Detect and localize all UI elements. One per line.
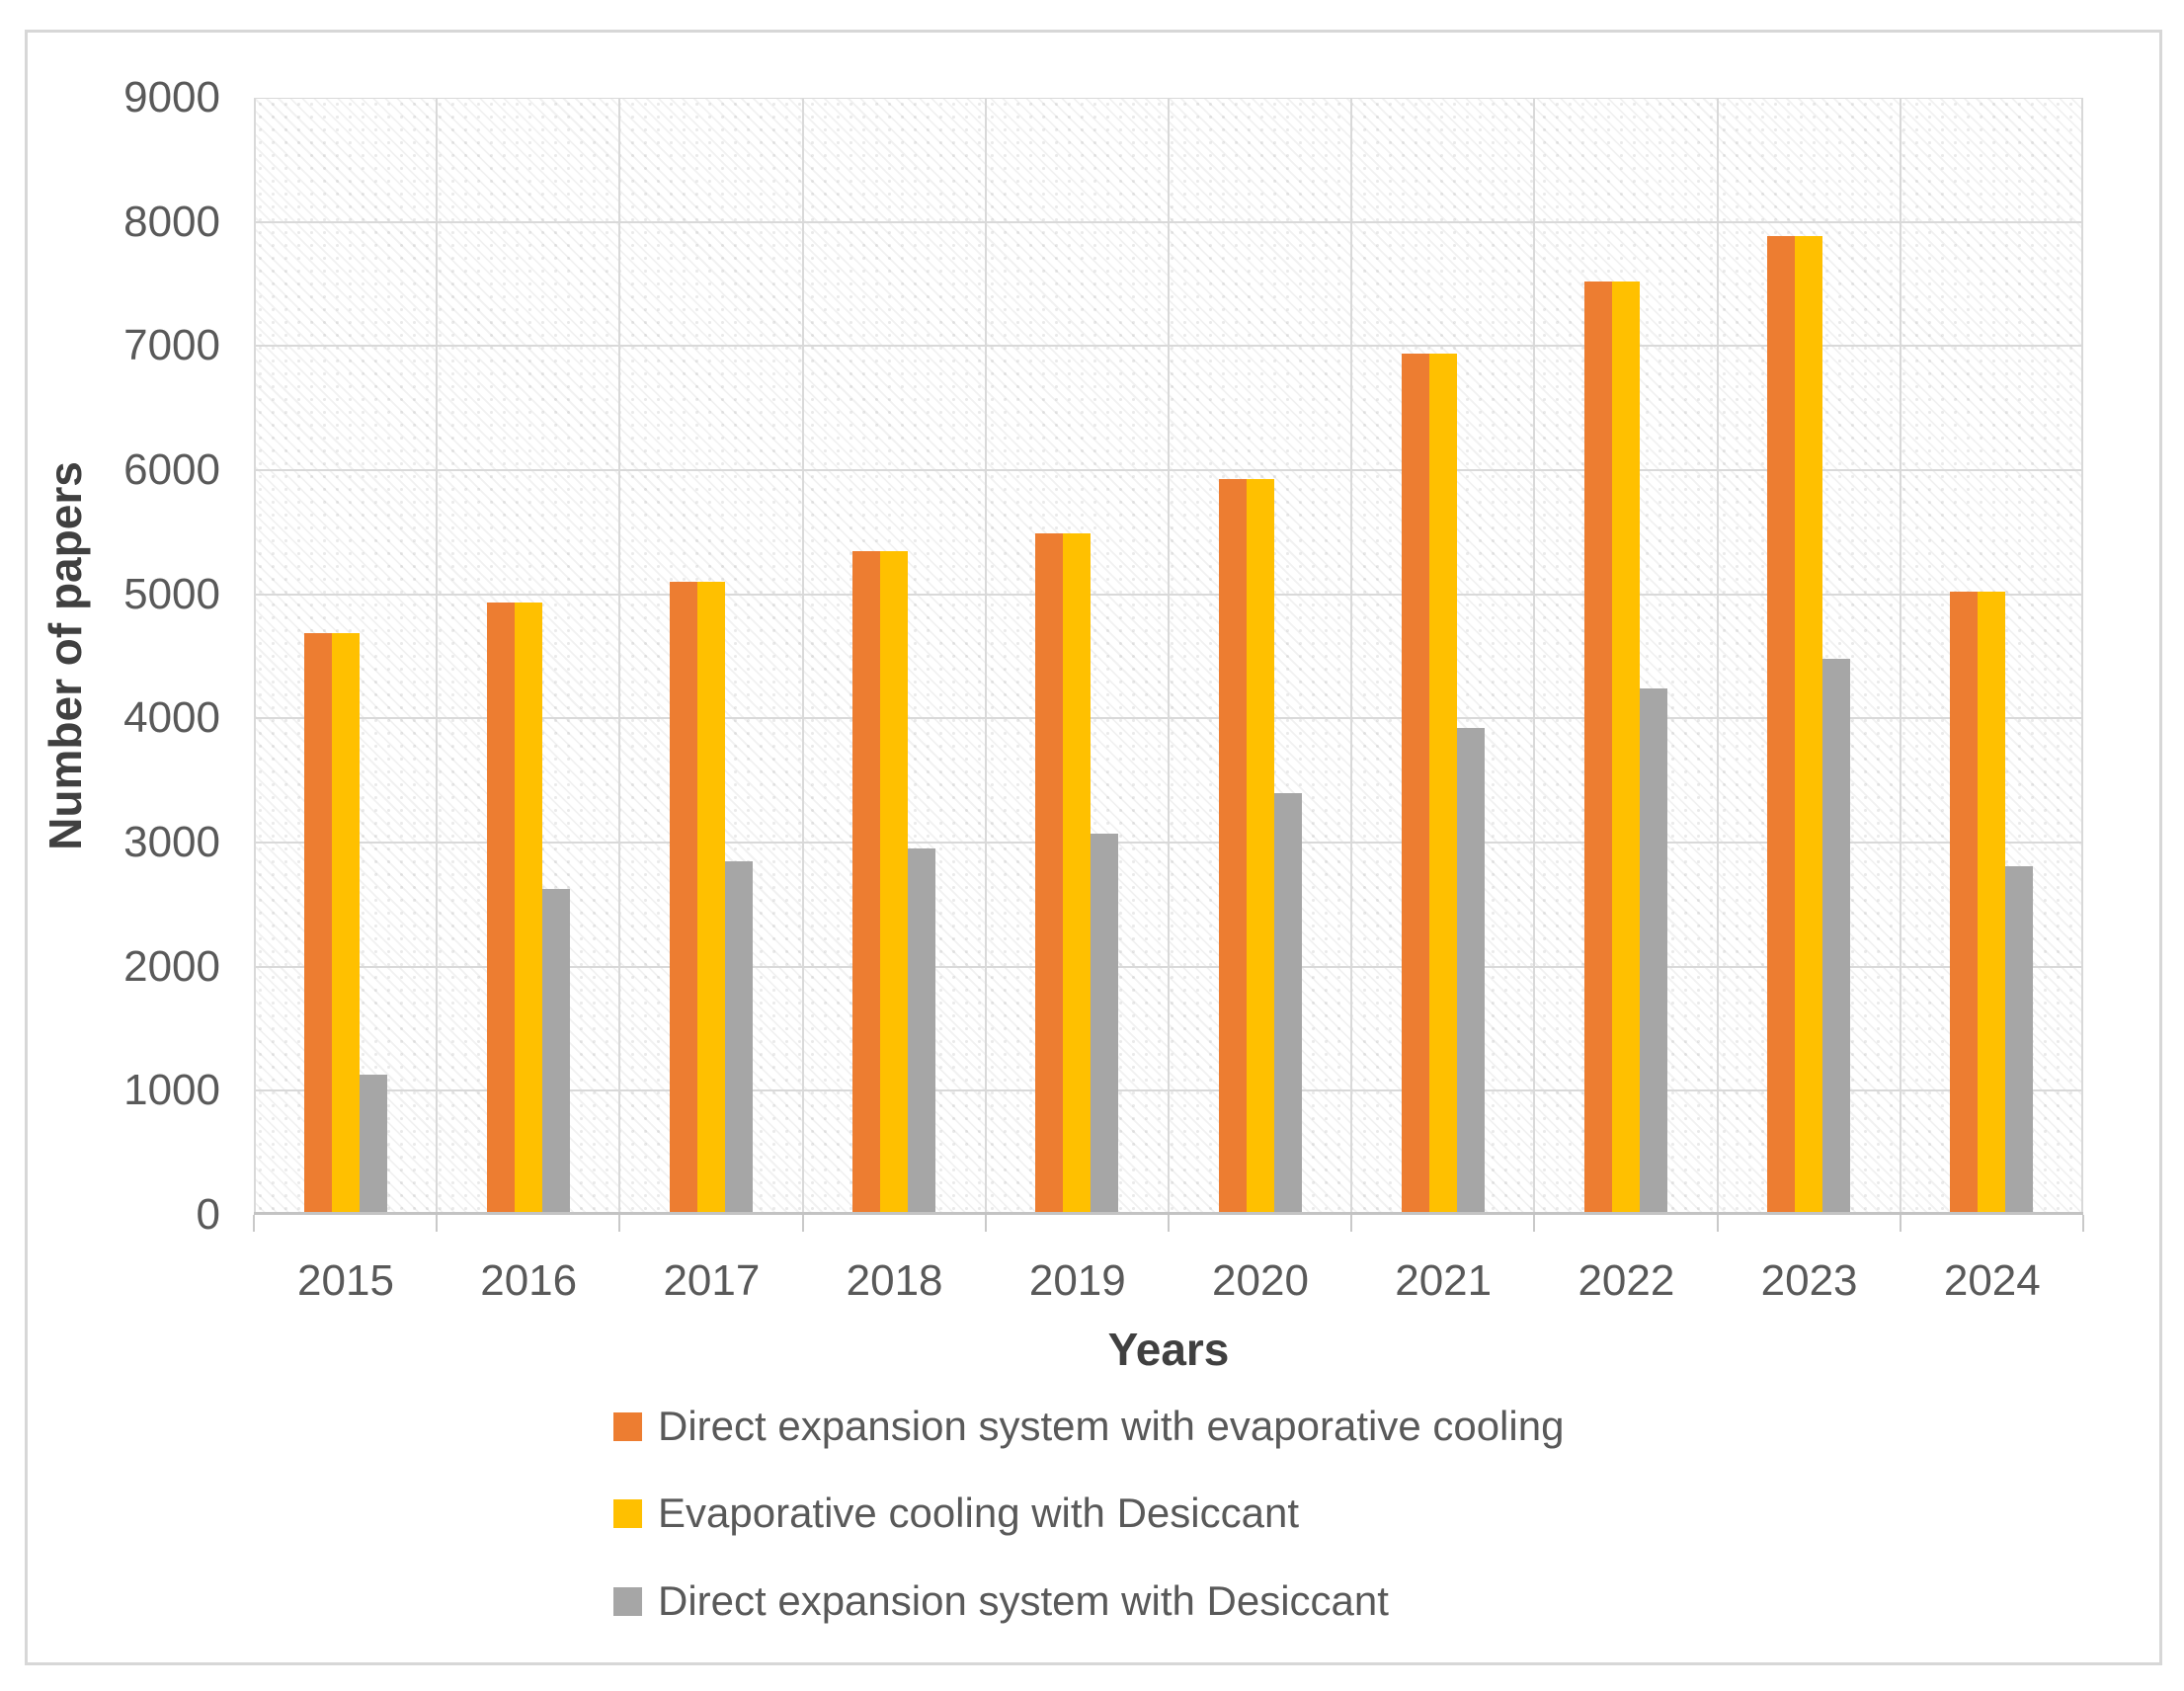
x-axis-title: Years <box>1107 1324 1230 1375</box>
x-gridline-0 <box>254 98 256 1215</box>
bar-2015-evaporative-cooling-with-desiccant <box>331 632 360 1215</box>
x-gridline-2 <box>618 98 620 1215</box>
bar-2017-evaporative-cooling-with-desiccant <box>697 582 725 1215</box>
x-axis-tick <box>1717 1215 1719 1232</box>
x-gridline-4 <box>985 98 987 1215</box>
bar-2020-evaporative-cooling-with-desiccant <box>1246 478 1274 1215</box>
y-tick-label-0: 0 <box>196 1190 220 1239</box>
bar-2018-direct-expansion-system-with-evaporative-cooling <box>852 550 881 1215</box>
bar-2024-evaporative-cooling-with-desiccant <box>1978 592 2006 1215</box>
legend-swatch-evaporative-cooling-with-desiccant <box>613 1498 642 1528</box>
legend-item-direct-expansion-system-with-desiccant: Direct expansion system with Desiccant <box>613 1572 1389 1630</box>
x-axis-tick <box>1900 1215 1901 1232</box>
bar-2020-direct-expansion-system-with-evaporative-cooling <box>1218 478 1247 1215</box>
x-tick-label-2021: 2021 <box>1395 1256 1493 1305</box>
x-gridline-6 <box>1350 98 1352 1215</box>
x-tick-label-2018: 2018 <box>846 1256 943 1305</box>
x-axis-tick <box>802 1215 804 1232</box>
bar-2015-direct-expansion-system-with-evaporative-cooling <box>303 632 332 1215</box>
x-axis-line <box>254 1212 2083 1215</box>
x-axis-tick <box>436 1215 438 1232</box>
legend-item-evaporative-cooling-with-desiccant: Evaporative cooling with Desiccant <box>613 1485 1299 1542</box>
x-gridline-3 <box>802 98 804 1215</box>
bar-2016-direct-expansion-system-with-evaporative-cooling <box>486 603 515 1215</box>
x-axis-tick <box>1350 1215 1352 1232</box>
y-tick-label-7000: 7000 <box>123 321 220 370</box>
bar-2019-direct-expansion-system-with-evaporative-cooling <box>1035 533 1064 1215</box>
legend-label-direct-expansion-system-with-desiccant: Direct expansion system with Desiccant <box>658 1577 1389 1624</box>
x-tick-label-2015: 2015 <box>297 1256 394 1305</box>
x-axis-tick <box>618 1215 620 1232</box>
bar-2018-evaporative-cooling-with-desiccant <box>880 550 909 1215</box>
bar-2017-direct-expansion-system-with-desiccant <box>725 860 753 1215</box>
bar-2023-direct-expansion-system-with-evaporative-cooling <box>1767 235 1796 1215</box>
x-tick-label-2020: 2020 <box>1212 1256 1309 1305</box>
x-tick-label-2017: 2017 <box>663 1256 761 1305</box>
bar-2016-evaporative-cooling-with-desiccant <box>514 603 542 1215</box>
bar-2023-evaporative-cooling-with-desiccant <box>1795 235 1823 1215</box>
y-tick-label-8000: 8000 <box>123 197 220 246</box>
x-tick-label-2019: 2019 <box>1028 1256 1126 1305</box>
bar-2022-direct-expansion-system-with-desiccant <box>1640 688 1667 1215</box>
y-axis-title-text: Number of papers <box>40 461 92 850</box>
bar-2017-direct-expansion-system-with-evaporative-cooling <box>670 582 697 1215</box>
bar-2022-direct-expansion-system-with-evaporative-cooling <box>1584 282 1612 1215</box>
bar-2024-direct-expansion-system-with-evaporative-cooling <box>1950 592 1979 1215</box>
x-gridline-1 <box>436 98 438 1215</box>
bar-2018-direct-expansion-system-with-desiccant <box>908 848 936 1215</box>
bar-2022-evaporative-cooling-with-desiccant <box>1612 282 1640 1215</box>
legend-swatch-direct-expansion-system-with-evaporative-cooling <box>613 1411 642 1441</box>
x-gridline-7 <box>1533 98 1535 1215</box>
legend-label-evaporative-cooling-with-desiccant: Evaporative cooling with Desiccant <box>658 1490 1299 1536</box>
x-axis-tick <box>1168 1215 1170 1232</box>
x-tick-label-2024: 2024 <box>1943 1256 2041 1305</box>
legend-label-direct-expansion-system-with-evaporative-cooling: Direct expansion system with evaporative… <box>658 1403 1565 1449</box>
bar-2019-evaporative-cooling-with-desiccant <box>1063 533 1092 1215</box>
y-tick-label-4000: 4000 <box>123 693 220 743</box>
x-gridline-8 <box>1717 98 1719 1215</box>
x-tick-label-2022: 2022 <box>1577 1256 1675 1305</box>
x-axis-tick <box>253 1215 255 1232</box>
bar-2021-direct-expansion-system-with-desiccant <box>1456 728 1485 1215</box>
y-tick-label-6000: 6000 <box>123 445 220 494</box>
x-gridline-9 <box>1900 98 1901 1215</box>
bar-2021-direct-expansion-system-with-evaporative-cooling <box>1401 353 1429 1215</box>
x-axis-tick <box>985 1215 987 1232</box>
x-gridline-10 <box>2081 98 2083 1215</box>
bar-2024-direct-expansion-system-with-desiccant <box>2005 865 2034 1215</box>
x-axis-tick <box>1533 1215 1535 1232</box>
y-tick-label-1000: 1000 <box>123 1066 220 1115</box>
y-tick-label-9000: 9000 <box>123 73 220 121</box>
y-tick-label-2000: 2000 <box>123 941 220 991</box>
bar-2016-direct-expansion-system-with-desiccant <box>541 888 570 1215</box>
x-gridline-5 <box>1168 98 1170 1215</box>
bar-2023-direct-expansion-system-with-desiccant <box>1822 659 1851 1215</box>
chart-frame: Number of papers 0 1000 2000 3000 4000 5000 60… <box>25 30 2162 1665</box>
x-axis-tick <box>2082 1215 2084 1232</box>
bar-2020-direct-expansion-system-with-desiccant <box>1273 792 1302 1215</box>
x-tick-label-2016: 2016 <box>480 1256 578 1305</box>
y-tick-label-3000: 3000 <box>123 818 220 866</box>
legend-item-direct-expansion-system-with-evaporative-cooling: Direct expansion system with evaporative… <box>613 1398 1564 1455</box>
y-tick-label-5000: 5000 <box>123 569 220 618</box>
x-tick-label-2023: 2023 <box>1760 1256 1858 1305</box>
plot-area <box>254 98 2083 1215</box>
legend-swatch-direct-expansion-system-with-desiccant <box>613 1586 642 1616</box>
bar-2015-direct-expansion-system-with-desiccant <box>359 1075 387 1215</box>
bar-2021-evaporative-cooling-with-desiccant <box>1428 353 1457 1215</box>
bar-2019-direct-expansion-system-with-desiccant <box>1091 834 1119 1215</box>
